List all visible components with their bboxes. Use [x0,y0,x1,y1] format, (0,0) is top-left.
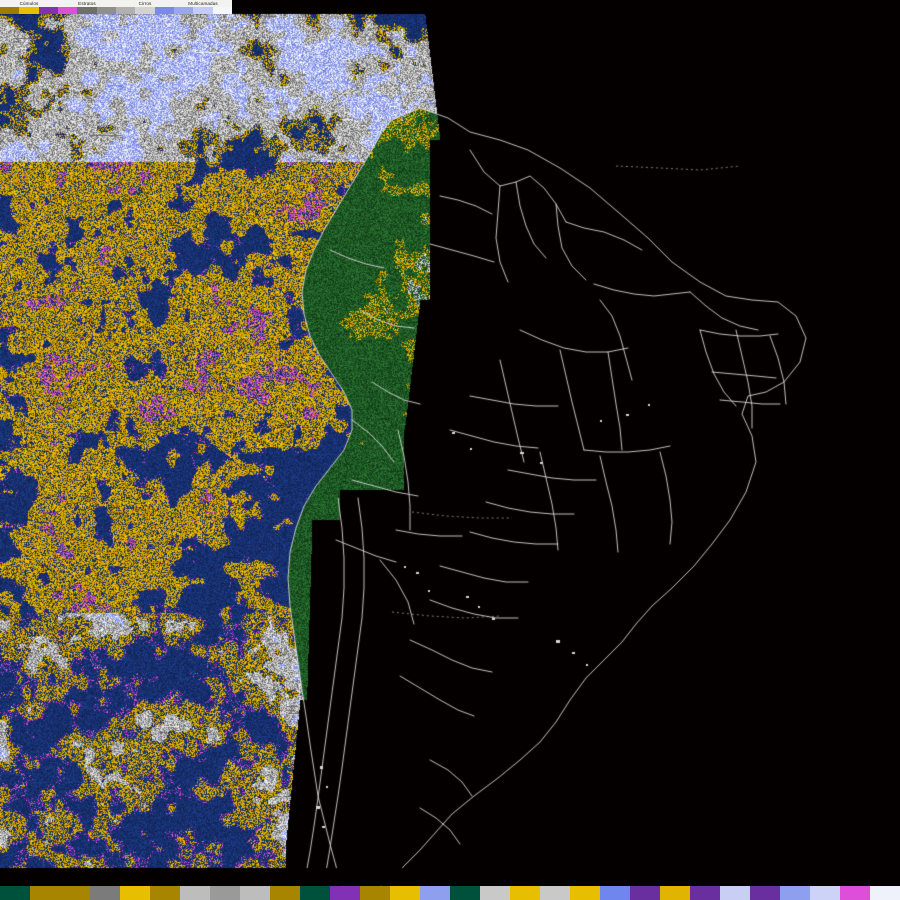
strip-block-17 [510,886,540,900]
strip-block-27 [810,886,840,900]
strip-block-29 [870,886,900,900]
legend-label-cumulos: Cúmulos [19,1,39,6]
legend-label-cirros: Cirros [138,1,152,6]
legend-swatch-8 [154,7,174,14]
strip-block-8 [240,886,270,900]
strip-block-1 [30,886,60,900]
legend-label-estratos: Estratos [78,1,96,6]
strip-block-15 [450,886,480,900]
strip-block-4 [120,886,150,900]
strip-block-9 [270,886,300,900]
legend-swatch-6 [115,7,136,14]
strip-block-6 [180,886,210,900]
strip-block-22 [660,886,690,900]
legend-label-multicamadas: Multicamadas [188,1,218,6]
strip-block-23 [690,886,720,900]
legend-swatch-11 [212,7,232,14]
legend-label-bar: Cúmulos Estratos Cirros Multicamadas [0,0,232,7]
strip-block-20 [600,886,630,900]
strip-block-16 [480,886,510,900]
legend-swatch-bar [0,7,232,14]
strip-block-5 [150,886,180,900]
strip-block-11 [330,886,360,900]
cloud-type-legend: Cúmulos Estratos Cirros Multicamadas [0,0,232,14]
strip-block-3 [90,886,120,900]
legend-swatch-1 [19,7,39,14]
strip-block-14 [420,886,450,900]
legend-swatch-3 [57,7,78,14]
legend-swatch-4 [77,7,97,14]
strip-block-10 [300,886,330,900]
strip-block-25 [750,886,780,900]
strip-block-2 [60,886,90,900]
strip-block-28 [840,886,870,900]
strip-block-0 [0,886,30,900]
strip-block-21 [630,886,660,900]
legend-swatch-0 [0,7,20,14]
status-color-strip [0,886,900,900]
legend-swatch-2 [38,7,58,14]
strip-block-12 [360,886,390,900]
legend-swatch-5 [96,7,116,14]
strip-block-26 [780,886,810,900]
strip-block-13 [390,886,420,900]
legend-swatch-7 [135,7,155,14]
strip-block-7 [210,886,240,900]
strip-block-19 [570,886,600,900]
strip-block-24 [720,886,750,900]
legend-swatch-10 [193,7,213,14]
legend-swatch-9 [173,7,194,14]
strip-block-18 [540,886,570,900]
